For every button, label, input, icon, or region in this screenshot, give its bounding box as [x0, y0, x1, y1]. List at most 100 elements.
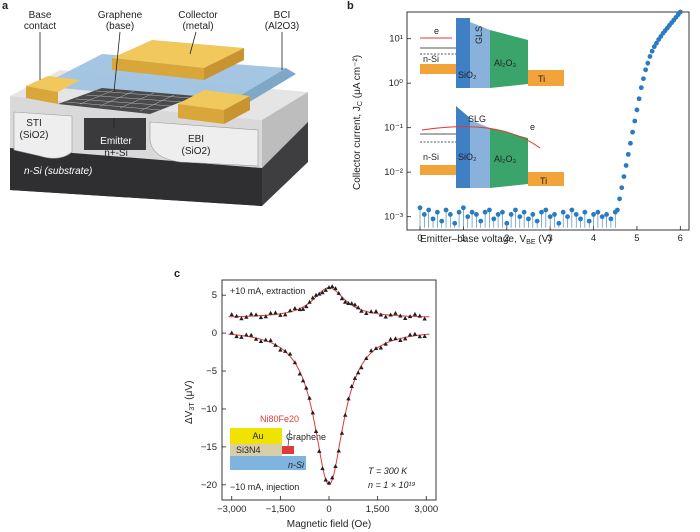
y-tick-label: 10⁰	[389, 78, 404, 89]
data-point	[313, 292, 319, 297]
data-point	[263, 314, 268, 319]
inset-bottom-right-label: Al₂O₃	[494, 154, 516, 164]
inset-bottom-left-label: n-Si	[423, 152, 439, 162]
data-point	[586, 218, 592, 224]
panel-label-b: b	[347, 0, 354, 12]
schematic-nsi: n-Si	[288, 460, 305, 470]
data-point	[443, 207, 449, 213]
collector-metal	[112, 40, 244, 80]
data-point	[634, 107, 640, 113]
data-point	[447, 212, 453, 217]
data-point	[278, 347, 283, 352]
label-substrate: n-Si (substrate)	[24, 166, 92, 177]
inset-top-electron: e	[434, 26, 439, 36]
data-point	[283, 348, 288, 353]
y-tick-label: −10	[201, 404, 217, 415]
x-tick-label: 6	[678, 233, 683, 244]
data-point	[560, 209, 566, 215]
schematic-nife: Ni80Fe20	[260, 414, 299, 424]
data-point	[604, 212, 609, 217]
data-point	[478, 218, 484, 224]
x-tick-label: −1,500	[266, 504, 295, 515]
y-tick-label: 10⁻³	[384, 212, 403, 223]
data-point	[300, 378, 306, 383]
data-point	[359, 308, 364, 313]
data-point	[352, 375, 358, 380]
data-point	[258, 315, 264, 320]
data-point	[517, 214, 523, 220]
data-point	[617, 196, 622, 202]
y-tick-label: −20	[201, 480, 217, 491]
data-point	[346, 300, 351, 305]
data-point	[469, 209, 475, 215]
data-point	[292, 306, 298, 311]
data-point	[383, 341, 388, 346]
data-point	[407, 314, 413, 319]
data-point	[398, 337, 403, 342]
y-tick-label: 0	[212, 328, 217, 339]
data-point	[326, 480, 332, 485]
label-base-contact-1: Base	[29, 10, 52, 21]
data-point	[591, 212, 596, 217]
data-point	[378, 312, 384, 317]
data-point	[608, 216, 614, 222]
label-ebi-1: EBI	[188, 134, 204, 145]
data-point	[412, 311, 418, 316]
data-point	[304, 304, 309, 309]
inset-top-left-label: n-Si	[423, 54, 439, 64]
data-point	[330, 284, 335, 289]
data-point	[623, 163, 629, 168]
data-point	[304, 385, 309, 390]
data-point	[229, 330, 234, 335]
data-point	[654, 40, 659, 46]
inset-bottom-mid-label: SiO₂	[458, 152, 477, 162]
data-point	[632, 118, 638, 124]
data-point	[310, 295, 315, 300]
data-point	[333, 286, 338, 291]
data-point	[636, 96, 642, 102]
data-point	[465, 214, 471, 220]
data-point	[552, 212, 557, 217]
y-tick-label: −5	[206, 366, 217, 377]
data-point	[621, 174, 627, 180]
chart-b-xlabel: Emitter–base voltage, VBE (V)	[420, 234, 552, 246]
data-point	[393, 336, 398, 341]
data-point	[297, 307, 303, 312]
data-point	[330, 475, 335, 480]
y-tick-label: 10⁻²	[384, 167, 403, 178]
data-point	[461, 205, 466, 211]
data-point	[310, 410, 315, 415]
data-point	[402, 336, 408, 341]
data-point	[619, 185, 625, 191]
y-tick-label: 10¹	[389, 34, 403, 45]
band-inset-top: e n-Si SiO₂ GLS Al₂O₃ Ti	[420, 18, 564, 88]
schematic-sin: Si3N4	[236, 445, 261, 455]
data-point	[412, 331, 418, 336]
data-point	[287, 308, 293, 313]
ebi-region	[149, 121, 259, 167]
data-point	[491, 216, 497, 222]
data-point	[452, 220, 458, 226]
data-point	[421, 212, 427, 217]
emitter-region	[84, 118, 146, 150]
x-tick-label: 1	[461, 233, 466, 244]
data-point	[349, 301, 354, 306]
data-point	[526, 216, 531, 222]
label-graphene-1: Graphene	[98, 10, 143, 21]
label-sti-2: (SiO2)	[20, 130, 49, 141]
data-point	[599, 214, 605, 220]
x-tick-label: −3,000	[217, 504, 246, 515]
data-point	[547, 214, 553, 220]
data-point	[543, 207, 549, 213]
data-point	[320, 466, 325, 471]
inset-top-layer-label: GLS	[474, 26, 484, 44]
data-point	[521, 209, 527, 215]
data-point	[439, 218, 445, 224]
data-point	[343, 299, 348, 304]
leader-collector	[189, 31, 197, 55]
data-point	[628, 140, 633, 146]
data-point	[234, 313, 239, 318]
x-tick-label: 3	[548, 233, 553, 244]
schematic-graphene: Graphene	[286, 432, 326, 442]
x-tick-label: 2	[504, 233, 509, 244]
